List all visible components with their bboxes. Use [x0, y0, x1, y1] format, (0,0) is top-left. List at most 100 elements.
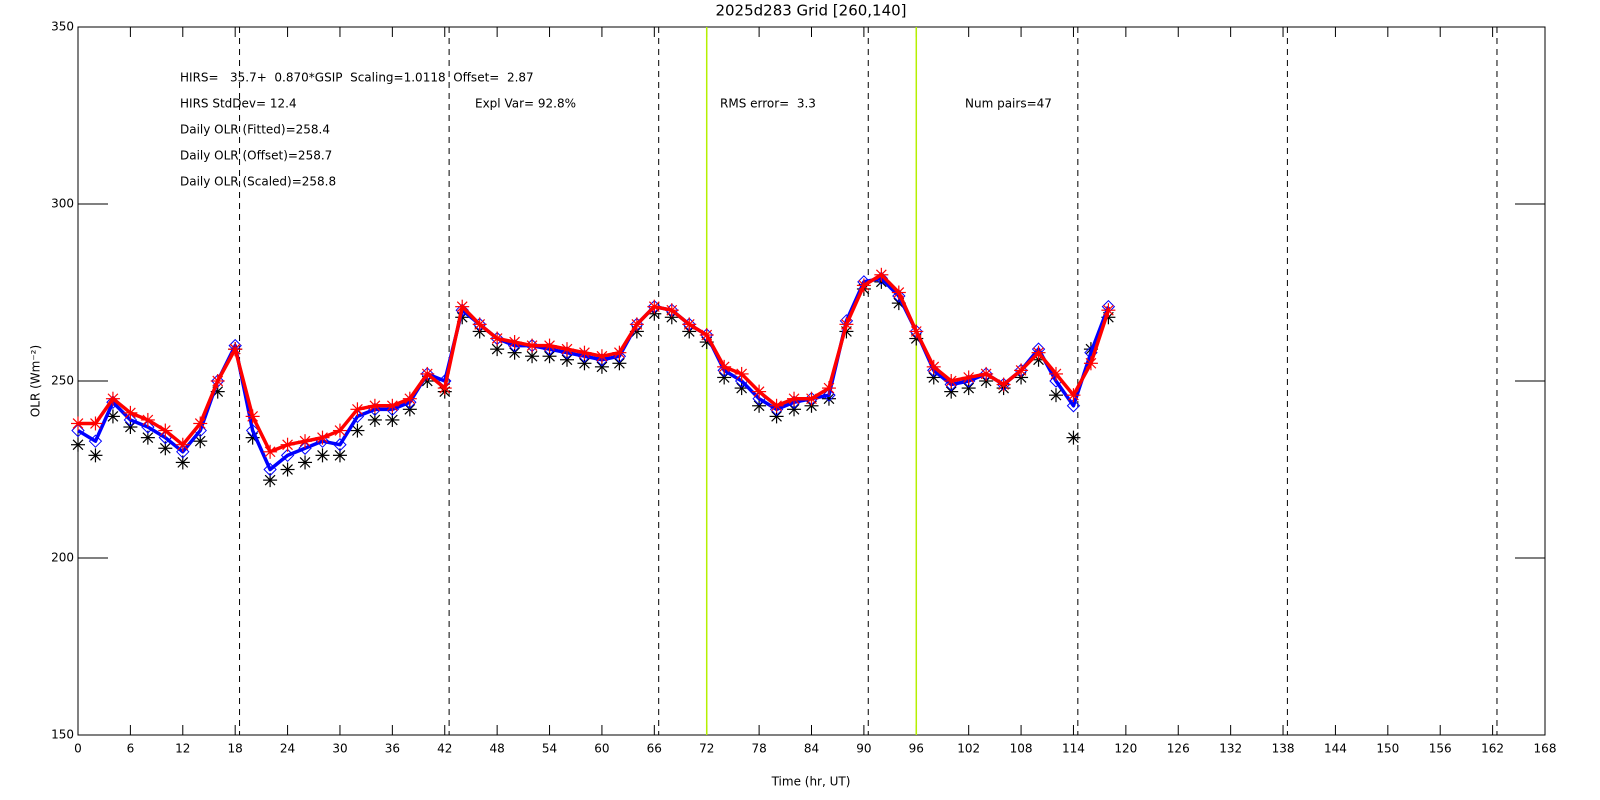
marker: [402, 391, 417, 406]
marker: [333, 438, 347, 452]
asterisk-stroke: [771, 400, 782, 412]
marker: [71, 437, 85, 452]
asterisk-stroke: [648, 301, 660, 313]
marker: [105, 391, 120, 406]
asterisk-stroke: [125, 407, 136, 419]
asterisk-stroke: [421, 368, 433, 380]
asterisk-stroke: [509, 347, 520, 359]
asterisk-stroke: [282, 439, 293, 451]
x-tick-label: 48: [490, 742, 505, 756]
asterisk-stroke: [945, 375, 957, 387]
asterisk-stroke: [806, 393, 817, 405]
x-tick-label: 42: [437, 742, 452, 756]
marker: [507, 335, 522, 350]
diamond: [455, 303, 469, 317]
marker: [892, 289, 906, 303]
asterisk-stroke: [491, 343, 503, 355]
marker: [909, 324, 924, 339]
asterisk-stroke: [456, 301, 468, 313]
asterisk-stroke: [561, 354, 573, 366]
asterisk-stroke: [229, 343, 241, 355]
marker: [1031, 345, 1046, 360]
marker: [1101, 303, 1116, 318]
marker: [385, 398, 400, 413]
diamond: [123, 413, 138, 427]
marker: [961, 370, 976, 385]
x-tick-label: 138: [1272, 742, 1295, 756]
marker: [699, 327, 714, 342]
asterisk-stroke: [264, 446, 276, 458]
marker: [1049, 366, 1063, 381]
asterisk-stroke: [1103, 304, 1114, 316]
marker: [315, 448, 330, 463]
marker: [891, 285, 906, 300]
marker: [821, 381, 836, 396]
x-tick-label: 72: [699, 742, 714, 756]
asterisk-stroke: [386, 414, 398, 426]
marker: [228, 342, 243, 357]
asterisk-stroke: [159, 442, 171, 454]
asterisk-stroke: [998, 379, 1009, 390]
asterisk-stroke: [823, 393, 835, 405]
asterisk-stroke: [369, 414, 381, 426]
marker: [769, 402, 784, 417]
annotation: Num pairs=47: [965, 97, 1052, 111]
asterisk-stroke: [439, 382, 451, 394]
marker: [350, 423, 365, 438]
asterisk-stroke: [352, 403, 363, 415]
marker: [490, 342, 505, 357]
asterisk-stroke: [142, 414, 154, 426]
asterisk-stroke: [788, 403, 800, 415]
asterisk-stroke: [526, 350, 538, 362]
asterisk-stroke: [1068, 432, 1079, 444]
asterisk-stroke: [1050, 389, 1062, 401]
marker: [123, 420, 138, 435]
y-tick-label: 150: [51, 728, 74, 742]
marker: [979, 366, 994, 381]
asterisk-stroke: [491, 333, 503, 344]
asterisk-stroke: [177, 439, 189, 451]
series-line: [77, 276, 1111, 472]
asterisk-stroke: [963, 372, 975, 383]
marker: [996, 377, 1011, 392]
asterisk-stroke: [736, 368, 748, 380]
diamond: [88, 434, 103, 448]
marker: [944, 374, 959, 388]
asterisk-stroke: [875, 269, 887, 281]
marker: [612, 345, 627, 360]
asterisk-stroke: [788, 393, 800, 405]
diamond: [333, 438, 347, 452]
asterisk-stroke: [282, 464, 293, 475]
x-tick-label: 162: [1481, 742, 1504, 756]
asterisk-stroke: [579, 357, 590, 369]
asterisk-stroke: [683, 318, 695, 330]
asterisk-stroke: [614, 357, 625, 369]
x-tick-label: 156: [1429, 742, 1452, 756]
asterisk-stroke: [509, 336, 520, 348]
asterisk-stroke: [299, 435, 311, 447]
annotation: HIRS= 35.7+ 0.870*GSIP Scaling=1.0118 Of…: [180, 71, 534, 85]
asterisk-stroke: [980, 368, 992, 380]
x-axis-label: Time (hr, UT): [771, 775, 851, 789]
diamond: [176, 445, 190, 459]
asterisk-stroke: [125, 421, 136, 433]
asterisk-stroke: [334, 425, 346, 436]
asterisk-stroke: [631, 318, 643, 330]
marker: [245, 409, 260, 424]
asterisk-stroke: [858, 280, 870, 291]
asterisk-stroke: [194, 435, 206, 447]
marker: [350, 402, 365, 417]
marker: [210, 374, 225, 388]
marker: [420, 366, 435, 381]
marker: [1014, 363, 1029, 378]
asterisk-stroke: [1015, 365, 1027, 376]
x-tick-label: 132: [1219, 742, 1242, 756]
asterisk-stroke: [1085, 357, 1097, 369]
x-tick-label: 36: [385, 742, 400, 756]
chart-title: 2025d283 Grid [260,140]: [715, 2, 906, 20]
annotation: HIRS StdDev= 12.4: [180, 97, 297, 111]
marker: [944, 377, 958, 392]
x-tick-label: 120: [1114, 742, 1137, 756]
marker: [1066, 430, 1081, 445]
